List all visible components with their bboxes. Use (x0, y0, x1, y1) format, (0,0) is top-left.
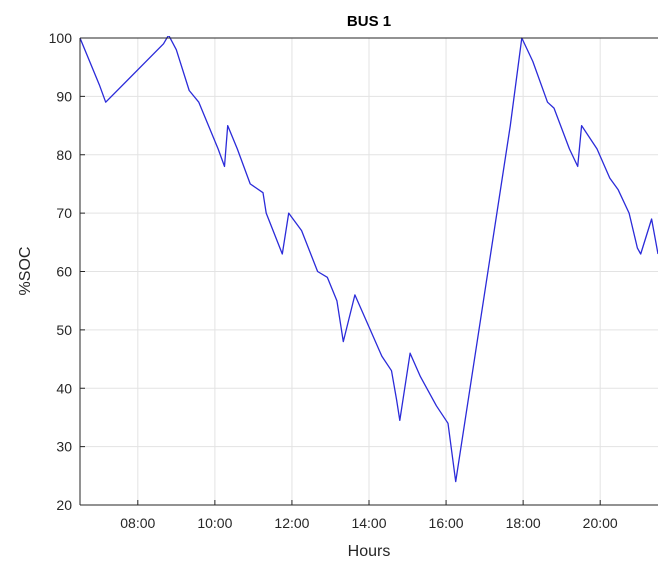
y-tick-label: 50 (56, 322, 72, 338)
series-layer (80, 36, 658, 483)
chart-title: BUS 1 (347, 13, 391, 30)
y-tick-label: 40 (56, 380, 72, 396)
x-tick-label: 18:00 (506, 515, 541, 531)
x-tick-label: 10:00 (197, 515, 232, 531)
x-tick-label: 14:00 (351, 515, 386, 531)
y-tick-label: 70 (56, 205, 72, 221)
y-tick-label: 30 (56, 439, 72, 455)
series-line-0 (80, 36, 658, 483)
y-tick-label: 60 (56, 264, 72, 280)
tick-labels: 20 30 40 50 60 70 80 90 100 08:00 10:00 12:00 14:00 1… (49, 30, 618, 531)
x-tick-label: 16:00 (429, 515, 464, 531)
x-axis-label: Hours (348, 543, 391, 560)
x-tick-label: 20:00 (583, 515, 618, 531)
x-tick-label: 12:00 (274, 515, 309, 531)
y-tick-label: 20 (56, 497, 72, 513)
y-tick-label: 100 (49, 30, 73, 46)
y-axis-label: %SOC (17, 247, 34, 296)
axes (79, 37, 658, 506)
y-tick-label: 90 (56, 88, 72, 104)
x-tick-label: 08:00 (120, 515, 155, 531)
y-tick-label: 80 (56, 147, 72, 163)
